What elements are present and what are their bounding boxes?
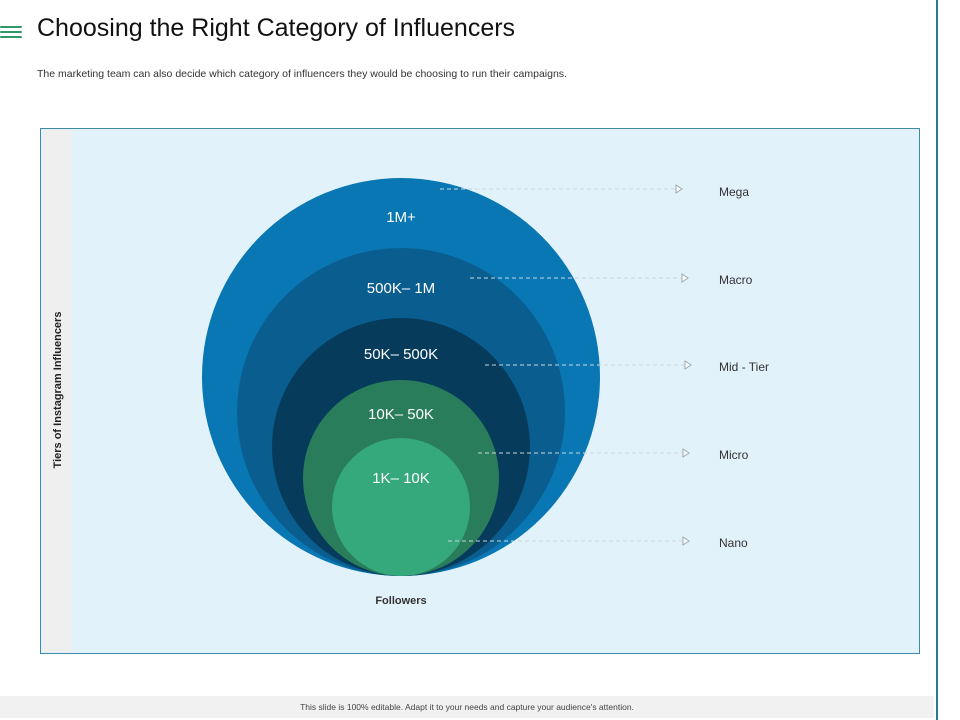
- tier-name-nano: Nano: [719, 536, 748, 550]
- footer-note: This slide is 100% editable. Adapt it to…: [0, 696, 934, 718]
- tier-range-mega: 1M+: [386, 209, 416, 226]
- arrow-mega: [675, 184, 683, 194]
- tier-name-mega: Mega: [719, 185, 750, 199]
- tier-range-mid-tier: 50K– 500K: [364, 346, 438, 363]
- menu-icon: [0, 26, 22, 40]
- diagram-panel: [40, 128, 920, 654]
- tier-name-mid-tier: Mid - Tier: [719, 360, 770, 374]
- page-title: Choosing the Right Category of Influence…: [37, 14, 516, 42]
- right-divider: [936, 0, 938, 720]
- x-axis-label: Followers: [375, 595, 427, 607]
- tier-name-micro: Micro: [719, 448, 749, 462]
- arrow-mid-tier: [684, 360, 692, 370]
- arrow-nano: [682, 536, 690, 546]
- tier-range-nano: 1K– 10K: [372, 470, 430, 487]
- arrow-micro: [682, 448, 690, 458]
- tier-circle-nano: [332, 438, 470, 576]
- arrow-macro: [681, 273, 689, 283]
- tier-name-macro: Macro: [719, 273, 753, 287]
- page-subtitle: The marketing team can also decide which…: [37, 68, 567, 80]
- tier-range-micro: 10K– 50K: [368, 406, 434, 423]
- y-axis-strip: [42, 130, 72, 652]
- tier-range-macro: 500K– 1M: [367, 280, 435, 297]
